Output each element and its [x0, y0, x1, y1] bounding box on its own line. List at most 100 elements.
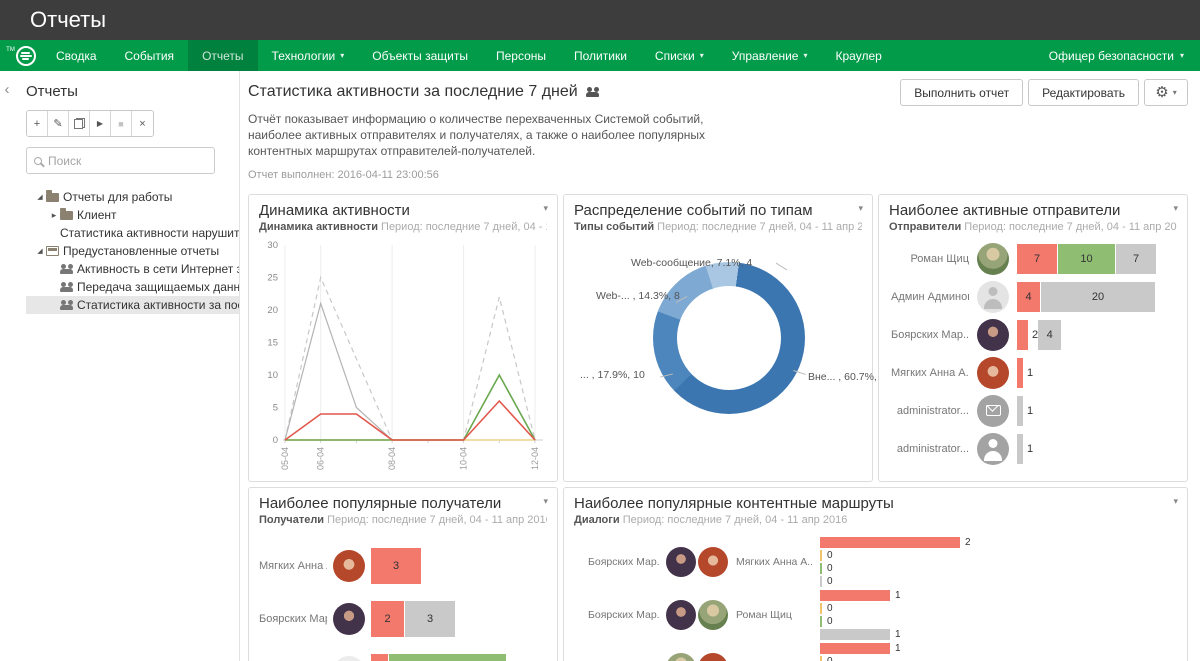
delete-button[interactable]: × [132, 111, 153, 136]
sender-row: Боярских Мар... 2 4 [889, 316, 1177, 354]
nav-item-label: События [124, 48, 175, 63]
nav-item-label: Объекты защиты [372, 48, 468, 63]
person-silhouette-icon [977, 433, 1009, 465]
panel-title: Распределение событий по типам [574, 201, 813, 219]
add-button[interactable]: + [27, 111, 48, 136]
bar-segment-red [1017, 319, 1028, 350]
nav-item-1[interactable]: События [111, 40, 189, 71]
bar-value: 1 [895, 590, 901, 602]
nav-item-4[interactable]: Объекты защиты [358, 40, 482, 71]
run-report-button[interactable]: Выполнить отчет [900, 79, 1024, 106]
nav-item-7[interactable]: Списки ▾ [641, 40, 718, 71]
tree-item-3[interactable]: ◢ Предустановленные отчеты [26, 242, 239, 260]
bar-value: 1 [1027, 404, 1034, 417]
bar-value: 2 [965, 537, 971, 549]
svg-text:0: 0 [273, 435, 278, 446]
play-icon: ▶ [96, 119, 104, 128]
senders-rows: Роман Щиц 7 10 7 Админ Админов 4 20 Боярских Ма… [889, 240, 1177, 468]
nav-item-0[interactable]: Сводка [42, 40, 111, 71]
nav-item-label: Персоны [495, 48, 547, 63]
app-logo[interactable]: TM [0, 40, 42, 71]
person-name: Мягких Анна А... [891, 366, 969, 379]
svg-text:20: 20 [267, 305, 278, 316]
tree-item-5[interactable]: Передача защищаемых данных ... [26, 278, 239, 296]
tree-item-label: Статистика активности нарушителе... [60, 226, 239, 240]
line-chart-svg: 0 5 10 15 20 25 30 05-04 06-04 08-04 10-04 12-04 [267, 240, 543, 470]
collapse-panel-icon[interactable]: ▾ [543, 495, 548, 506]
tree-item-0[interactable]: ◢ Отчеты для работы [26, 188, 239, 206]
nav-item-3[interactable]: Технологии ▾ [258, 40, 359, 71]
donut-label: Web-... , 14.3%, 8 [596, 289, 680, 302]
tree-expander-icon[interactable]: ▸ [51, 209, 57, 220]
nav-item-label: Отчеты [202, 48, 244, 63]
route-row: Роман ЩицМягких Анна А...1000 [574, 642, 1177, 661]
run-button[interactable]: ▶ [90, 111, 111, 136]
nav-item-8[interactable]: Управление ▾ [718, 40, 822, 71]
collapse-panel-icon[interactable]: ▾ [543, 202, 548, 213]
search-input[interactable] [48, 153, 207, 168]
route-to-name: Роман Щиц [736, 609, 792, 622]
user-menu-label: Офицер безопасности [1048, 48, 1174, 63]
edit-button[interactable]: ✎ [48, 111, 69, 136]
tree-item-4[interactable]: Активность в сети Интернет за по... [26, 260, 239, 278]
stop-icon: ■ [118, 118, 124, 129]
bar-value: 0 [827, 603, 833, 615]
copy-button[interactable] [69, 111, 90, 136]
panel-period: Период: последние 7 дней, 04 - 11 апр 20… [657, 220, 862, 233]
nav-item-2[interactable]: Отчеты [188, 40, 258, 71]
nav-item-label: Управление [731, 48, 799, 63]
panel-subtitle: Получатели [259, 513, 325, 526]
panel-subtitle: Типы событий [574, 220, 655, 233]
bar-segment-gray [1017, 433, 1023, 464]
bar-value: 1 [895, 643, 901, 655]
bar-segment-red: 3 [371, 548, 421, 585]
route-bar-yellow [820, 603, 822, 615]
nav-item-6[interactable]: Политики [560, 40, 641, 71]
main-navbar: TM Сводка События Отчеты Технологии ▾ Объекты… [0, 40, 1200, 71]
route-row: Боярских Мар... Мягких Анна А... 2 0 0 0 [574, 536, 1177, 589]
avatar-boyarskih [977, 318, 1009, 351]
chevron-down-icon: ▾ [699, 51, 704, 60]
route-bar-gray [820, 576, 822, 588]
sender-row: Роман Щиц 7 10 7 [889, 240, 1177, 278]
people-icon [60, 300, 74, 310]
avatar-anna [333, 550, 365, 583]
person-silhouette-icon [977, 281, 1009, 313]
tree-item-2[interactable]: Статистика активности нарушителе... [26, 224, 239, 242]
report-executed: Отчет выполнен: 2016-04-11 23:00:56 [248, 168, 439, 181]
page-title: Отчеты [30, 7, 107, 32]
gear-icon: ⚙ [1155, 84, 1169, 101]
sidebar-collapse-rail: ‹ [0, 71, 14, 661]
donut-chart [653, 261, 805, 414]
collapse-panel-icon[interactable]: ▾ [858, 202, 863, 213]
panel-top-senders: Наиболее активные отправители ▾ Отправит… [878, 193, 1188, 482]
tree-expander-icon[interactable]: ◢ [37, 194, 43, 201]
nav-item-9[interactable]: Краулер [822, 40, 896, 71]
chevron-down-icon: ▾ [340, 51, 345, 60]
collapse-panel-icon[interactable]: ▾ [1173, 202, 1178, 213]
route-row: Боярских Мар... Роман Щиц 1 0 0 1 [574, 589, 1177, 642]
folder-icon [46, 189, 59, 202]
svg-text:30: 30 [267, 240, 278, 251]
nav-item-5[interactable]: Персоны [482, 40, 560, 71]
settings-button[interactable]: ⚙ ▾ [1144, 79, 1188, 106]
stop-button[interactable]: ■ [111, 111, 132, 136]
route-bar-gray [820, 629, 890, 641]
edit-report-button[interactable]: Редактировать [1028, 79, 1139, 106]
panel-period: Период: последние 7 дней, 04 - 11 апр 20… [327, 513, 547, 526]
chevron-down-icon: ▾ [803, 51, 808, 60]
tree-item-1[interactable]: ▸ Клиент [26, 206, 239, 224]
collapse-panel-icon[interactable]: ▾ [1173, 495, 1178, 506]
sender-row: administrator... 1 [889, 430, 1177, 468]
bar-segment-red: 2 [371, 601, 404, 638]
person-name: Боярских Мар... [891, 328, 969, 341]
avatar-roman [977, 242, 1009, 275]
donut-chart-area: Вне... , 60.7%, 34 ... , 17.9%, 10 Web-.… [574, 233, 891, 477]
user-menu[interactable]: Офицер безопасности ▾ [1049, 40, 1200, 71]
person-name: administrator... [896, 404, 969, 417]
panel-top-recipients: Наиболее популярные получатели ▾ Получат… [248, 486, 558, 661]
tree-expander-icon[interactable]: ◢ [37, 248, 43, 255]
tree-item-6[interactable]: Статистика активности за послед... [26, 296, 239, 314]
collapse-sidebar-icon[interactable]: ‹ [4, 81, 10, 98]
